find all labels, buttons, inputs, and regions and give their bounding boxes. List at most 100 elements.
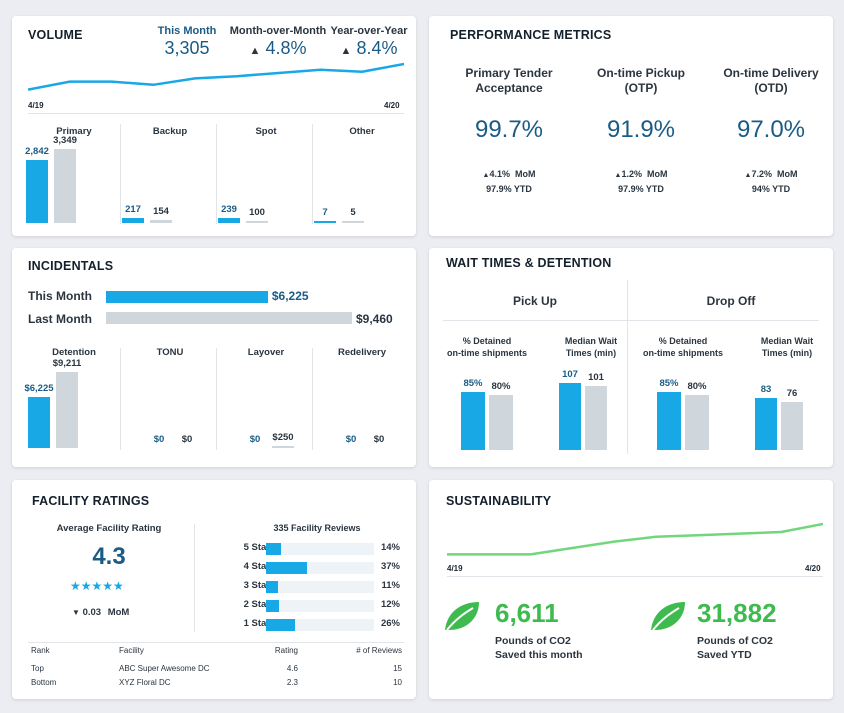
volume-bar-previous-label: 3,349 bbox=[53, 135, 77, 146]
reviews-label: 335 Facility Reviews bbox=[273, 523, 361, 533]
divider bbox=[28, 113, 404, 114]
mom-label: Month-over-Month bbox=[229, 25, 327, 37]
metric-value: 99.7% bbox=[474, 116, 544, 143]
co2-ytd-label-2: Saved YTD bbox=[697, 649, 752, 661]
median-bar-current bbox=[559, 382, 581, 450]
volume-bar-previous bbox=[246, 220, 268, 223]
sustainability-start-date: 4/19 bbox=[447, 564, 463, 573]
table-header: Rank bbox=[31, 646, 50, 655]
up-arrow-icon: ▲ bbox=[614, 172, 622, 179]
median-current-label: 107 bbox=[562, 368, 578, 380]
metric-value: 91.9% bbox=[606, 116, 676, 143]
detained-current-label: 85% bbox=[659, 377, 679, 389]
sustainability-title: SUSTAINABILITY bbox=[446, 494, 552, 508]
incidental-bar-previous-label: $0 bbox=[373, 434, 385, 445]
volume-bar-current bbox=[218, 217, 240, 223]
volume-card: VOLUME This Month 3,305 Month-over-Month… bbox=[12, 16, 416, 236]
volume-bar-previous-label: 5 bbox=[350, 207, 356, 218]
incidental-bar-current bbox=[28, 396, 50, 448]
incidental-bar-current-label: $0 bbox=[345, 434, 357, 445]
table-header: Rating bbox=[274, 646, 298, 655]
performance-title: PERFORMANCE METRICS bbox=[450, 28, 612, 42]
volume-trend-chart bbox=[28, 62, 404, 91]
this-month-label: This Month bbox=[157, 25, 217, 37]
incidental-bar-previous-label: $0 bbox=[181, 434, 193, 445]
facility-card: FACILITY RATINGS Average Facility Rating… bbox=[12, 480, 416, 699]
median-bar-current bbox=[755, 397, 777, 450]
mom-value-wrap: ▲ 4.8% bbox=[218, 38, 338, 59]
detained-bar-previous bbox=[685, 395, 709, 450]
detained-previous-label: 80% bbox=[491, 381, 511, 393]
star-breakdown-label: 5 Star bbox=[243, 542, 270, 553]
co2-month-value: 6,611 bbox=[495, 598, 559, 628]
sustainability-trend-chart bbox=[447, 522, 823, 556]
co2-ytd-label-1: Pounds of CO2 bbox=[697, 635, 773, 647]
volume-title: VOLUME bbox=[28, 28, 83, 42]
detained-label-1: % Detained bbox=[658, 336, 708, 346]
up-arrow-icon: ▲ bbox=[249, 45, 261, 57]
volume-trend-line bbox=[28, 62, 404, 91]
metric-mom: ▲7.2% MoM bbox=[711, 169, 831, 179]
median-current-label: 83 bbox=[760, 383, 772, 395]
metric-mom-suffix: MoM bbox=[514, 169, 536, 179]
incidental-group-label: TONU bbox=[156, 347, 184, 358]
star-breakdown-label: 2 Star bbox=[243, 599, 270, 610]
incidental-bar-current-label: $0 bbox=[249, 434, 261, 445]
incidental-bar-previous-label: $250 bbox=[272, 431, 294, 443]
star-breakdown-pct: 26% bbox=[380, 618, 400, 629]
volume-start-date: 4/19 bbox=[28, 101, 44, 110]
volume-group-label: Backup bbox=[152, 126, 188, 137]
divider bbox=[447, 576, 823, 577]
divider bbox=[120, 348, 121, 450]
table-cell: Bottom bbox=[31, 678, 57, 687]
volume-bar-current-label: 239 bbox=[221, 203, 237, 215]
rating-mom-value: 0.03 bbox=[82, 607, 102, 618]
divider bbox=[443, 320, 819, 321]
volume-group-label: Other bbox=[349, 126, 375, 137]
metric-mom-suffix: MoM bbox=[776, 169, 798, 179]
yoy-label: Year-over-Year bbox=[330, 25, 408, 37]
sustainability-card: SUSTAINABILITY 4/19 4/20 6,611 Pounds of… bbox=[429, 480, 833, 699]
divider bbox=[312, 124, 313, 224]
table-cell: 15 bbox=[393, 664, 402, 673]
star-breakdown-pct: 11% bbox=[381, 580, 401, 591]
table-header: Facility bbox=[119, 646, 144, 655]
metric-mom-suffix: MoM bbox=[646, 169, 668, 179]
this-month-value: 3,305 bbox=[164, 38, 210, 58]
detained-current-label: 85% bbox=[463, 377, 483, 389]
detained-label-2: on-time shipments bbox=[642, 348, 723, 358]
volume-end-date: 4/20 bbox=[384, 101, 400, 110]
yoy-value-wrap: ▲ 8.4% bbox=[322, 38, 416, 59]
detained-bar-current bbox=[657, 391, 681, 450]
wait-times-title: WAIT TIMES & DETENTION bbox=[446, 256, 612, 270]
volume-bar-previous-label: 154 bbox=[153, 205, 169, 217]
detained-bar-previous bbox=[489, 395, 513, 450]
leaf-icon bbox=[445, 602, 479, 631]
median-bar-previous bbox=[585, 386, 607, 450]
volume-bar-previous bbox=[54, 149, 76, 223]
incidental-group-label: Redelivery bbox=[337, 347, 387, 358]
table-cell: Top bbox=[31, 664, 44, 673]
median-label-1: Median Wait bbox=[760, 336, 814, 346]
metric-mom: ▲1.2% MoM bbox=[581, 169, 701, 179]
detained-bar-current bbox=[461, 391, 485, 450]
wait-times-card: WAIT TIMES & DETENTION Pick Up Drop Off … bbox=[429, 248, 833, 467]
star-rating: ★★★★★ ★★★★★ bbox=[70, 579, 130, 593]
divider bbox=[120, 124, 121, 224]
pickup-label: Pick Up bbox=[512, 294, 557, 308]
incidental-group-label: Detention bbox=[52, 347, 96, 358]
star-breakdown-bar bbox=[266, 600, 280, 612]
yoy-value: 8.4% bbox=[356, 38, 398, 58]
up-arrow-icon: ▲ bbox=[340, 45, 352, 57]
sustainability-trend-line bbox=[447, 522, 823, 556]
incidental-group-label: Layover bbox=[247, 347, 285, 358]
volume-group-label: Primary bbox=[56, 126, 92, 137]
metric-label: On-time Pickup (OTP) bbox=[596, 66, 685, 95]
metric-mom: ▲4.1% MoM bbox=[449, 169, 569, 179]
median-label-2: Times (min) bbox=[761, 348, 813, 358]
sustainability-end-date: 4/20 bbox=[805, 564, 821, 573]
avg-rating-label: Average Facility Rating bbox=[56, 523, 162, 534]
co2-month-label-2: Saved this month bbox=[495, 649, 583, 661]
this-month-value: $6,225 bbox=[271, 289, 309, 303]
co2-month-label-1: Pounds of CO2 bbox=[495, 635, 571, 647]
